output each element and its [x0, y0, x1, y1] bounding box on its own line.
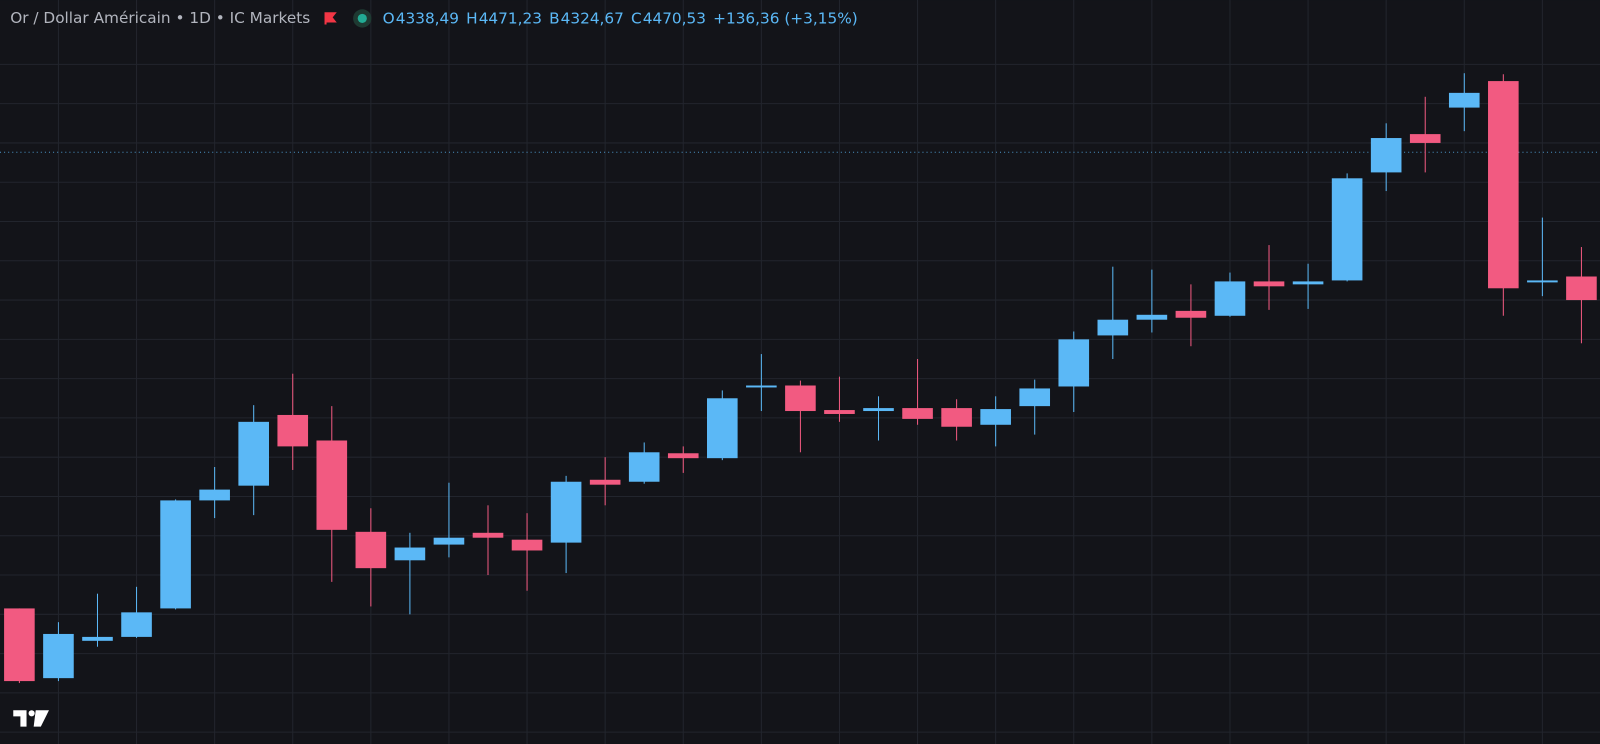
- candle-body: [160, 500, 191, 609]
- candle-body: [121, 612, 152, 637]
- logo-part: [13, 710, 27, 727]
- change-value: +136,36 (+3,15%): [713, 9, 858, 27]
- ohlc-value: 4470,53: [643, 9, 706, 27]
- candle-body: [1175, 310, 1207, 318]
- logo-part: [28, 710, 35, 717]
- candle-body: [1292, 281, 1324, 285]
- ohlc-label: O: [383, 9, 395, 27]
- candle-body: [902, 408, 933, 419]
- candle-body: [355, 531, 387, 569]
- candle-body: [277, 414, 309, 447]
- candles: [4, 73, 1597, 684]
- candle-body: [82, 636, 113, 641]
- candle-body: [4, 608, 35, 682]
- candle-body: [472, 532, 504, 538]
- candle-body: [550, 481, 582, 543]
- candle-body: [785, 385, 816, 412]
- candle-body: [316, 440, 348, 530]
- logo: [13, 710, 49, 727]
- candle-body: [667, 453, 699, 459]
- candle-body: [43, 633, 74, 679]
- legend-header: Or / Dollar Américain • 1D • IC Markets …: [10, 9, 858, 28]
- status-dot: [357, 13, 367, 24]
- ohlc-values: O4338,49 H4471,23 B4324,67 C4470,53 +136,36 …: [383, 9, 858, 27]
- candle-body: [980, 409, 1011, 425]
- candle-body: [863, 408, 894, 412]
- ohlc-label: B: [549, 9, 559, 27]
- candle-body: [1019, 388, 1051, 407]
- candle-body: [941, 408, 972, 427]
- flag-icon: [324, 12, 337, 25]
- logo-part: [33, 710, 49, 727]
- candle-body: [433, 537, 465, 545]
- candle-body: [1448, 92, 1480, 108]
- candle-body: [628, 452, 660, 482]
- candle-body: [824, 410, 855, 414]
- ohlc-label: H: [466, 9, 478, 27]
- candle-body: [1370, 138, 1402, 173]
- candle-body: [1331, 178, 1363, 281]
- candle-body: [394, 547, 426, 561]
- candle-body: [1527, 280, 1558, 283]
- candle-body: [1488, 81, 1519, 289]
- ohlc-value: 4471,23: [479, 9, 542, 27]
- candle-body: [1136, 314, 1168, 320]
- candle-body: [1253, 281, 1285, 287]
- ohlc-label: C: [631, 9, 642, 27]
- candle-body: [238, 421, 269, 486]
- ohlc-value: 4324,67: [561, 9, 624, 27]
- candle-body: [199, 489, 230, 501]
- candle-body: [589, 479, 621, 485]
- candle-body: [511, 539, 543, 551]
- candle-body: [1214, 281, 1246, 316]
- candle-body: [707, 398, 738, 459]
- ohlc-value: 4338,49: [396, 9, 459, 27]
- candle-body: [746, 385, 777, 388]
- candle-body: [1097, 319, 1129, 336]
- chart-title: Or / Dollar Américain • 1D • IC Markets: [10, 9, 310, 27]
- candle-body: [1058, 339, 1090, 387]
- candle-body: [1566, 276, 1597, 301]
- candle-body: [1409, 134, 1441, 143]
